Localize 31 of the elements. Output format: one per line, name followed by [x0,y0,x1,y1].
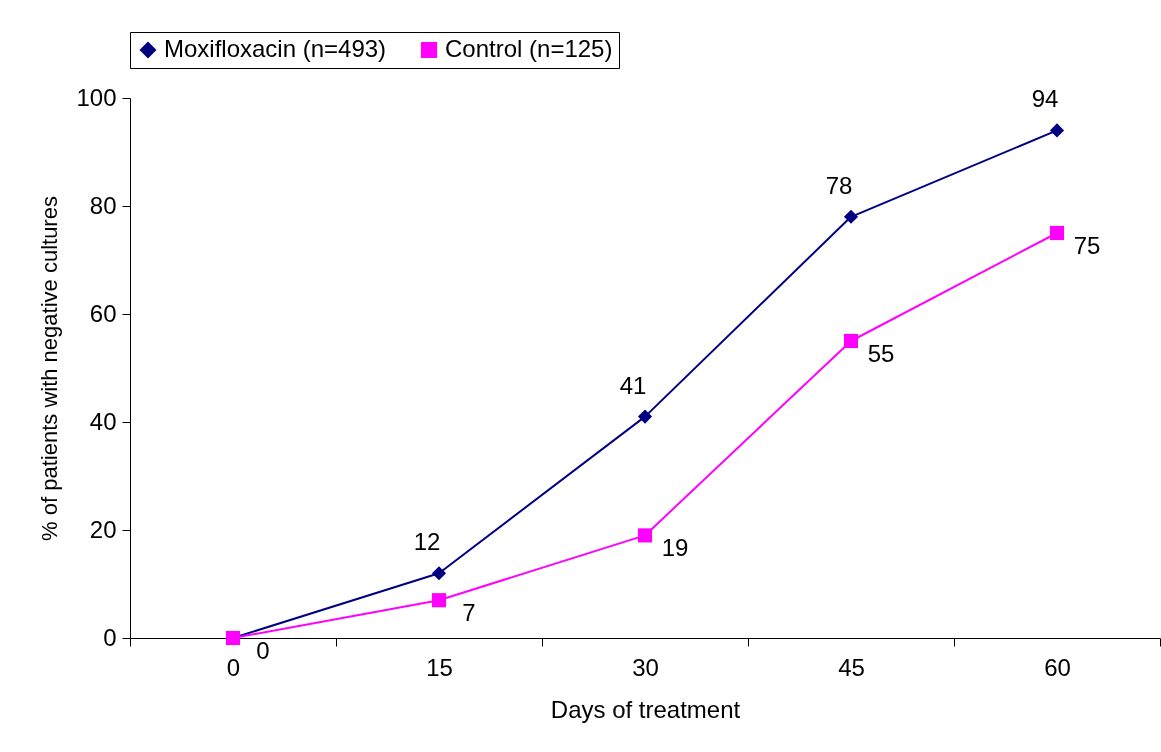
y-tick-label: 0 [103,623,117,651]
data-label: 94 [1031,85,1059,113]
x-tick-label: 30 [632,653,659,681]
point [637,528,653,543]
data-label: 41 [619,371,647,399]
point [843,333,859,349]
y-axis-title: % of patients with negative cultures [37,196,63,541]
data-label: 12 [413,528,441,556]
x-tick-label: 15 [426,653,453,681]
point [1049,225,1065,241]
point [431,593,447,608]
x-tick-label: 45 [838,653,865,681]
point [431,566,447,581]
y-tick-label: 80 [89,191,117,219]
y-tick-label: 100 [76,83,117,111]
data-label: 78 [825,171,853,199]
y-tick-label: 40 [89,407,117,435]
data-label: 55 [867,340,895,367]
data-label: 19 [661,534,689,562]
x-tick-label: 60 [1044,653,1071,681]
x-axis-title: Days of treatment [550,695,741,723]
point [1049,123,1065,138]
point [843,209,859,224]
legend-label: Moxifloxacin (n=493) [164,35,387,62]
point [637,409,653,424]
y-tick-label: 60 [89,299,117,327]
data-label: 7 [462,599,476,627]
y-tick-label: 20 [89,515,117,543]
legend-label: Control (n=125) [445,35,613,62]
data-label: 75 [1073,232,1101,259]
x-tick-label: 0 [226,653,241,681]
